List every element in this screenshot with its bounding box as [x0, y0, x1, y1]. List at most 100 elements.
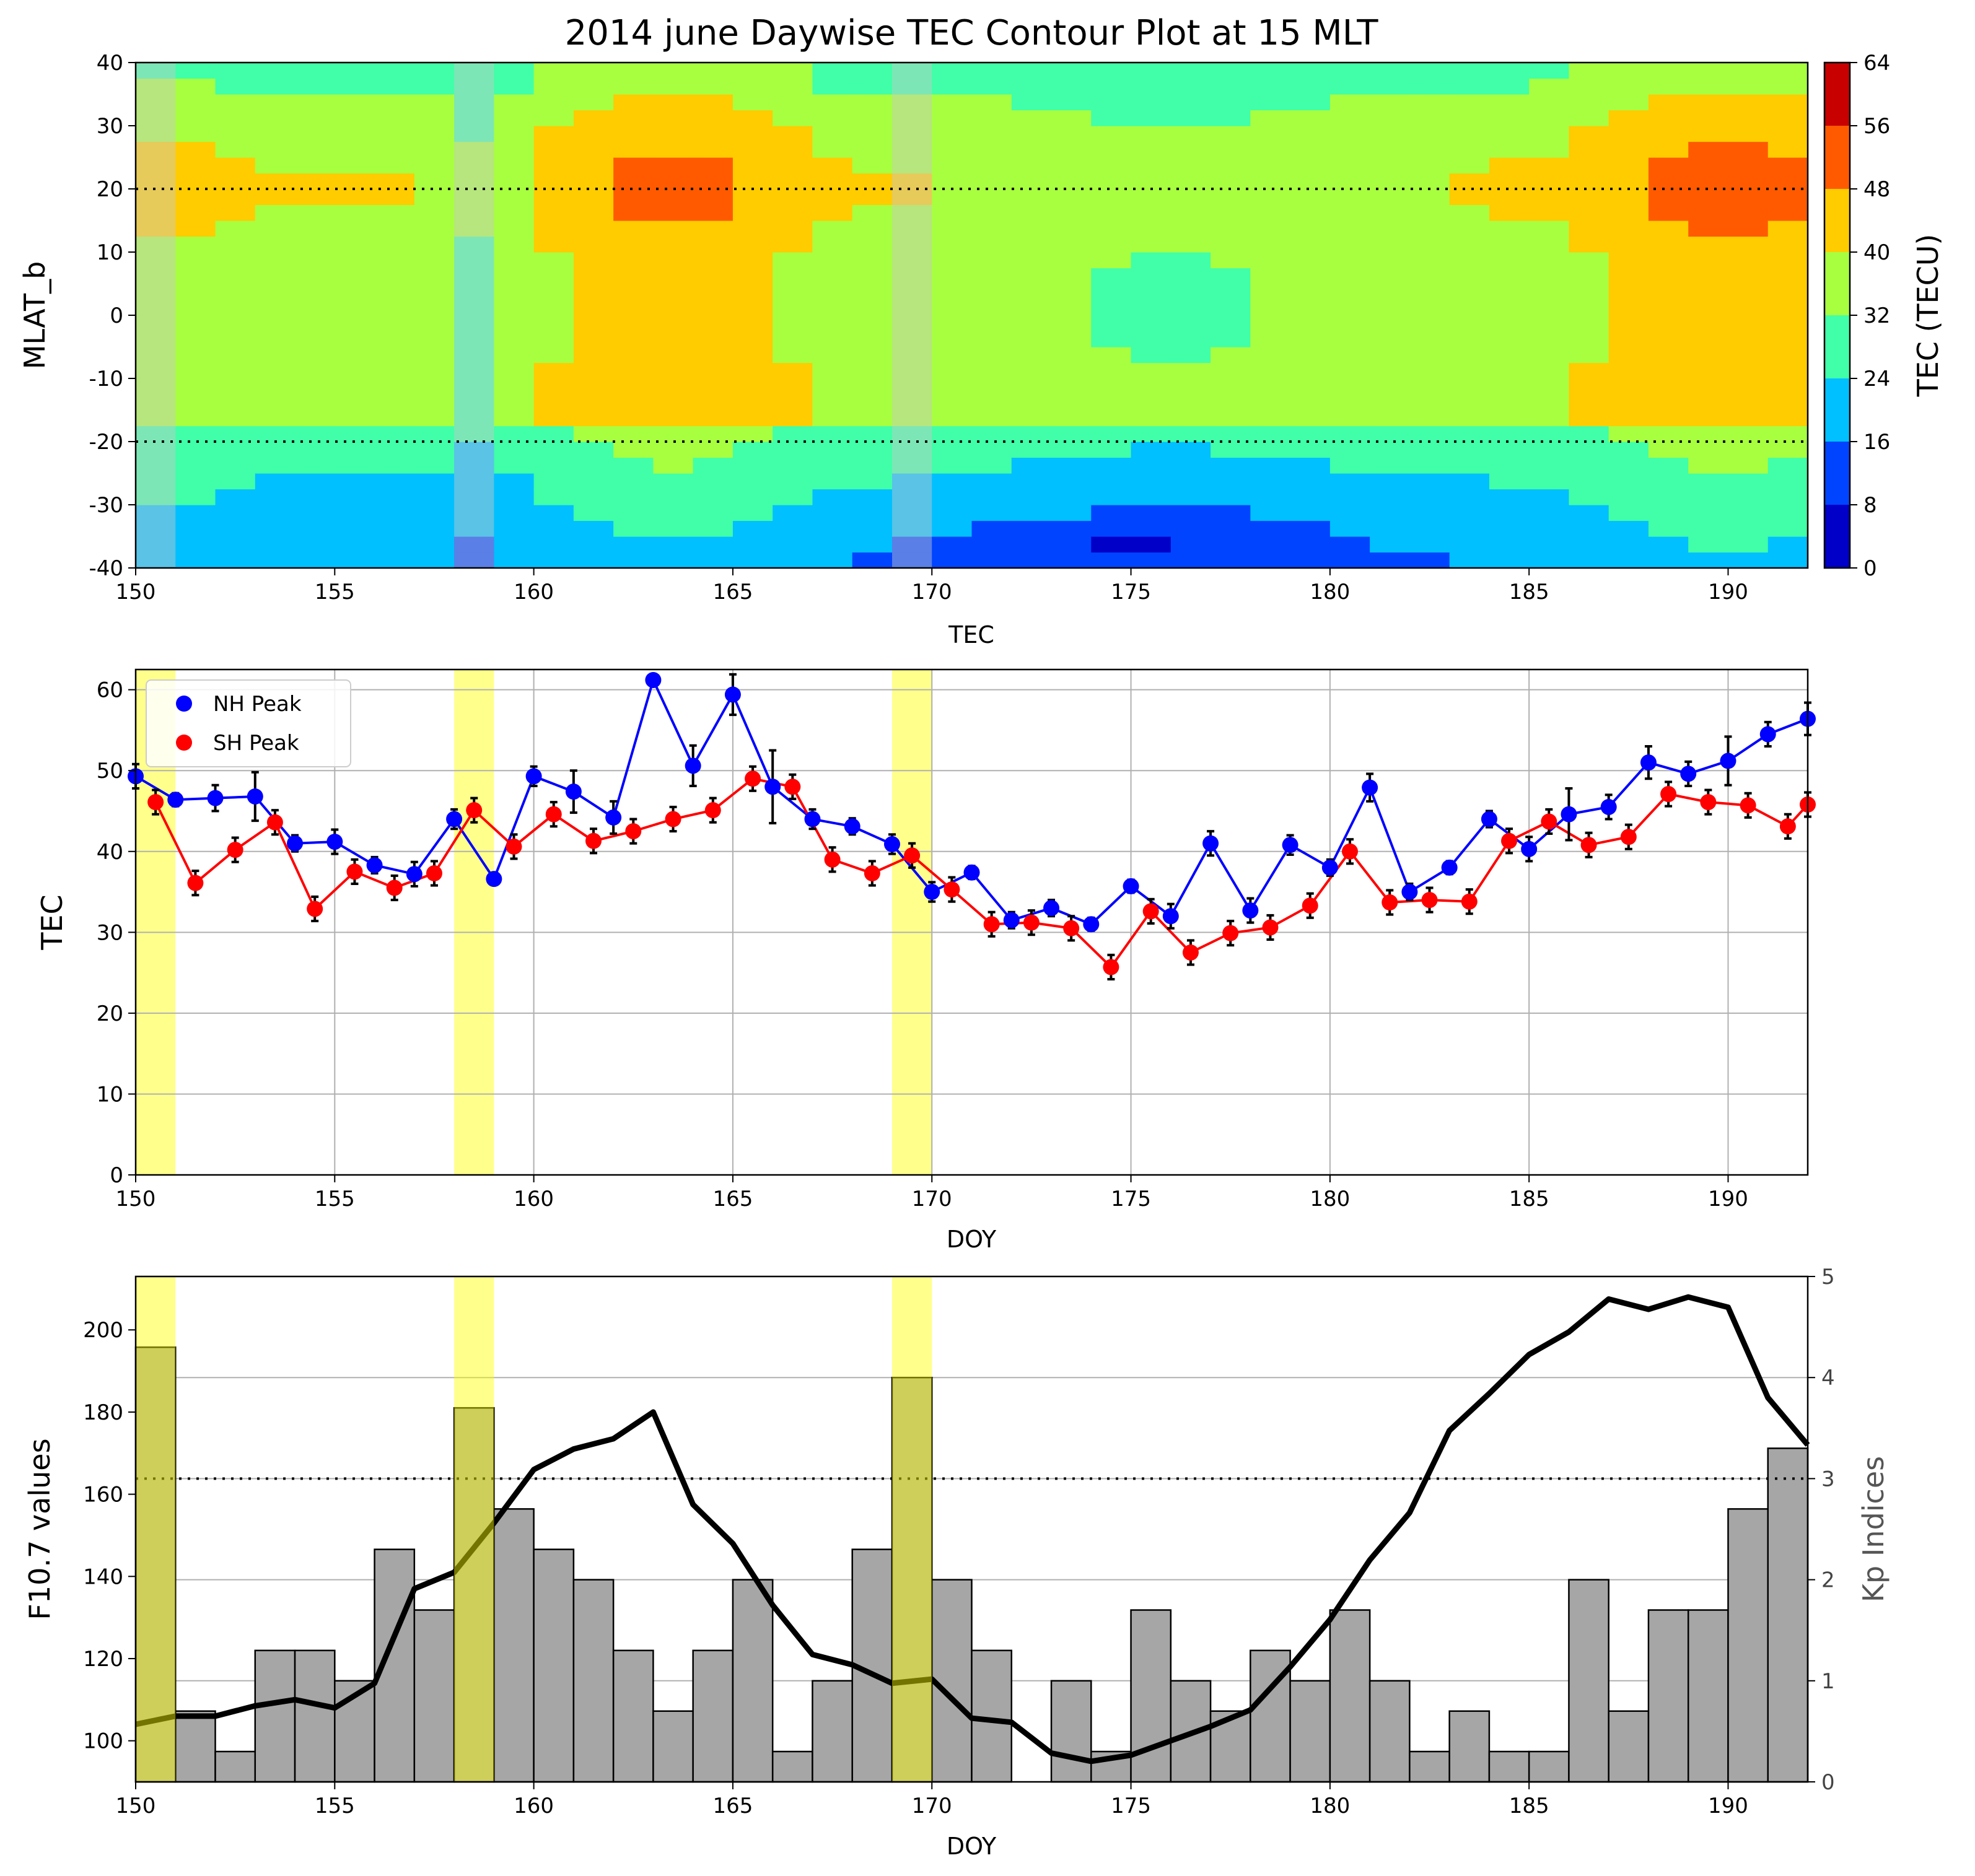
contour-cell — [1529, 189, 1570, 206]
x-tick-label: 160 — [514, 580, 554, 604]
contour-cell — [1250, 220, 1291, 237]
nh-peak-point — [287, 835, 304, 852]
contour-cell — [1409, 220, 1450, 237]
contour-cell — [454, 189, 494, 206]
contour-cell — [175, 204, 216, 221]
contour-cell — [852, 378, 893, 395]
contour-cell — [1011, 315, 1052, 332]
contour-cell — [175, 157, 216, 174]
contour-cell — [1529, 552, 1570, 568]
colorbar-tick-label: 8 — [1863, 493, 1877, 518]
contour-cell — [653, 94, 694, 111]
contour-cell — [1211, 110, 1251, 126]
contour-cell — [414, 394, 455, 411]
colorbar-tick-label: 16 — [1863, 430, 1890, 455]
contour-cell — [693, 284, 734, 300]
contour-cell — [1329, 505, 1370, 521]
sh-peak-point — [864, 865, 880, 882]
contour-cell — [1329, 157, 1370, 174]
contour-cell — [773, 126, 813, 142]
contour-cell — [335, 236, 375, 253]
contour-cell — [932, 520, 973, 537]
contour-cell — [852, 204, 893, 221]
contour-cell — [852, 394, 893, 411]
contour-cell — [891, 236, 932, 253]
contour-cell — [1250, 394, 1291, 411]
contour-cell — [653, 315, 694, 332]
contour-cell — [414, 520, 455, 537]
contour-cell — [653, 442, 694, 458]
contour-cell — [653, 362, 694, 379]
contour-cell — [533, 299, 574, 316]
contour-cell — [335, 457, 375, 474]
contour-cell — [1170, 410, 1211, 427]
contour-cell — [215, 236, 256, 253]
contour-cell — [812, 505, 853, 521]
contour-cell — [1767, 299, 1808, 316]
contour-cell — [613, 442, 654, 458]
contour-cell — [255, 204, 296, 221]
contour-cell — [653, 173, 694, 190]
x-tick-label: 165 — [712, 580, 753, 604]
contour-cell — [175, 252, 216, 269]
kp-bar — [1050, 1680, 1092, 1783]
y-tick-label: -10 — [89, 367, 123, 391]
contour-cell — [1409, 204, 1450, 221]
contour-cell — [136, 252, 176, 269]
contour-cell — [215, 410, 256, 427]
contour-cell — [414, 252, 455, 269]
sh-peak-point — [227, 842, 243, 858]
tec-contour — [136, 63, 1808, 568]
contour-cell — [1370, 394, 1410, 411]
contour-cell — [255, 110, 296, 126]
contour-cell — [1329, 126, 1370, 142]
contour-cell — [971, 520, 1012, 537]
nh-peak-point — [1282, 837, 1298, 853]
contour-cell — [732, 189, 773, 206]
contour-cell — [812, 520, 853, 537]
contour-cell — [773, 268, 813, 284]
contour-panel: 150 155 160 165 170 175 180 185 190 403020100-10… — [18, 51, 1945, 648]
contour-cell — [1767, 505, 1808, 521]
contour-cell — [891, 505, 932, 521]
contour-cell — [1011, 552, 1052, 568]
contour-cell — [1170, 473, 1211, 490]
contour-cell — [1648, 552, 1689, 568]
nh-peak-point — [1242, 902, 1259, 919]
sh-peak-point — [944, 881, 960, 898]
contour-cell — [1170, 94, 1211, 111]
contour-cell — [971, 536, 1012, 553]
contour-cell — [971, 126, 1012, 142]
contour-cell — [852, 236, 893, 253]
contour-cell — [1648, 520, 1689, 537]
nh-peak-point — [1561, 806, 1577, 822]
kp-bar — [1368, 1680, 1411, 1783]
contour-cell — [1290, 473, 1331, 490]
contour-cell — [1370, 410, 1410, 427]
contour-cell — [255, 536, 296, 553]
contour-cell — [1131, 457, 1171, 474]
contour-cell — [1529, 442, 1570, 458]
contour-cell — [414, 378, 455, 395]
contour-cell — [255, 126, 296, 142]
kp-bar — [612, 1649, 654, 1783]
contour-cell — [693, 331, 734, 347]
contour-cell — [1290, 94, 1331, 111]
contour-cell — [533, 63, 574, 79]
contour-cell — [1728, 189, 1769, 206]
contour-cell — [533, 457, 574, 474]
contour-cell — [136, 347, 176, 364]
contour-cell — [136, 189, 176, 206]
contour-cell — [773, 189, 813, 206]
contour-cell — [1211, 505, 1251, 521]
x-axis-label: TEC — [948, 621, 994, 648]
contour-cell — [932, 442, 973, 458]
contour-cell — [1211, 236, 1251, 253]
contour-cell — [932, 394, 973, 411]
contour-cell — [1370, 331, 1410, 347]
contour-cell — [533, 505, 574, 521]
contour-cell — [1250, 268, 1291, 284]
contour-cell — [1290, 252, 1331, 269]
